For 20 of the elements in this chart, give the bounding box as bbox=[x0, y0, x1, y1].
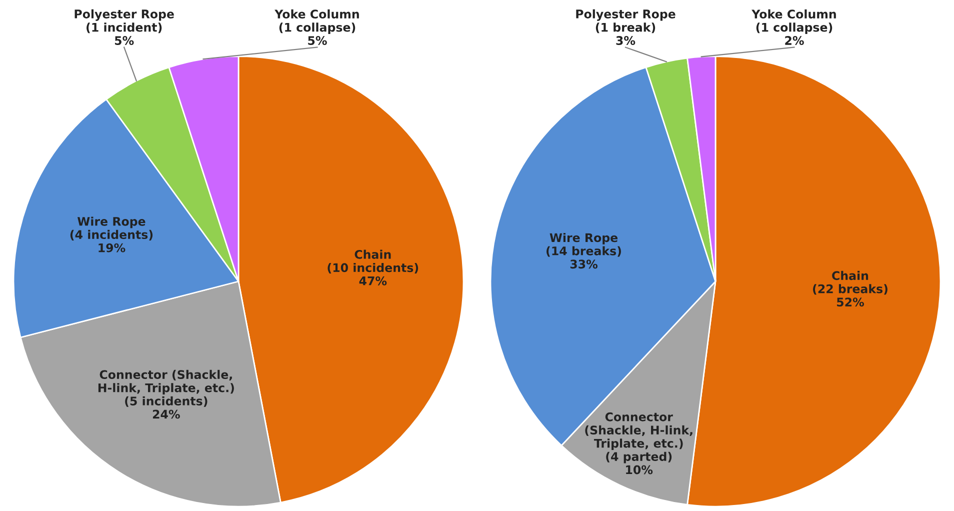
data-label: 5% bbox=[308, 36, 327, 45]
slice-label: Chain (22 breaks) bbox=[813, 270, 888, 295]
data-label: 3% bbox=[616, 36, 636, 45]
data-label: 47% bbox=[359, 276, 387, 286]
data-label: 52% bbox=[837, 298, 864, 307]
data-label: 24% bbox=[152, 410, 180, 419]
slice-label: Connector (Shackle, H-link, Triplate, etc.) (5 incidents) bbox=[98, 370, 234, 407]
data-label: 33% bbox=[570, 260, 598, 269]
slice-label: Chain (10 incidents) bbox=[328, 250, 418, 274]
data-label: 19% bbox=[98, 243, 126, 252]
slice-label: Yoke Column (1 collapse) bbox=[274, 9, 359, 34]
slice-label: Polyester Rope (1 break) bbox=[576, 9, 676, 34]
data-label: 5% bbox=[114, 36, 134, 45]
slice-label: Polyester Rope (1 incident) bbox=[74, 9, 174, 34]
slice-label: Connector (Shackle, H-link, Triplate, etc.) (4 parted) bbox=[585, 412, 692, 464]
data-label: 2% bbox=[785, 36, 804, 45]
slice-label: Wire Rope (14 breaks) bbox=[546, 232, 621, 257]
data-label: 10% bbox=[626, 465, 653, 474]
slice-label: Yoke Column (1 collapse) bbox=[752, 9, 836, 34]
slice-label: Wire Rope (4 incidents) bbox=[70, 216, 153, 240]
